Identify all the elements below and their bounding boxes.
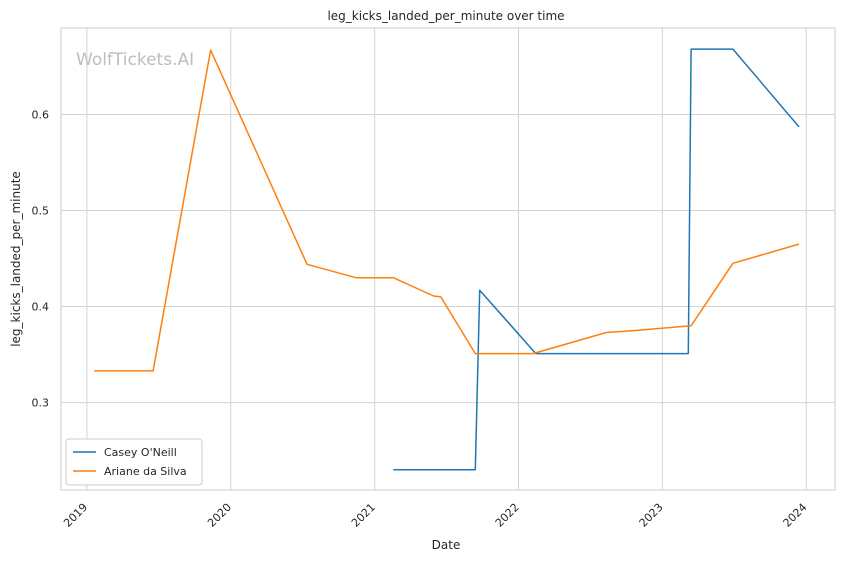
y-tick-label: 0.6 bbox=[32, 108, 50, 121]
grid bbox=[61, 28, 835, 490]
chart-title: leg_kicks_landed_per_minute over time bbox=[327, 9, 564, 23]
y-tick-label: 0.3 bbox=[32, 397, 50, 410]
x-tick-label: 2023 bbox=[637, 501, 666, 530]
y-tick-label: 0.5 bbox=[32, 204, 50, 217]
x-axis-ticks: 2019 2020 2021 2022 2023 2024 bbox=[61, 501, 809, 530]
legend-label-casey: Casey O'Neill bbox=[104, 446, 177, 459]
x-tick-label: 2024 bbox=[781, 501, 810, 530]
x-tick-label: 2021 bbox=[349, 501, 378, 530]
x-tick-label: 2019 bbox=[61, 501, 90, 530]
legend: Casey O'Neill Ariane da Silva bbox=[65, 438, 203, 486]
y-axis-label: leg_kicks_landed_per_minute bbox=[9, 171, 23, 347]
plot-frame bbox=[60, 27, 836, 491]
watermark: WolfTickets.AI bbox=[76, 50, 194, 70]
y-axis-ticks: 0.3 0.4 0.5 0.6 bbox=[32, 108, 50, 409]
legend-box bbox=[65, 438, 203, 486]
series-layer bbox=[94, 48, 800, 471]
series-line-1 bbox=[94, 49, 800, 372]
x-tick-label: 2020 bbox=[205, 501, 234, 530]
x-tick-label: 2022 bbox=[493, 501, 522, 530]
series-line-0 bbox=[393, 48, 800, 471]
legend-label-ariane: Ariane da Silva bbox=[104, 465, 187, 478]
y-tick-label: 0.4 bbox=[32, 301, 50, 314]
x-axis-label: Date bbox=[432, 538, 461, 552]
